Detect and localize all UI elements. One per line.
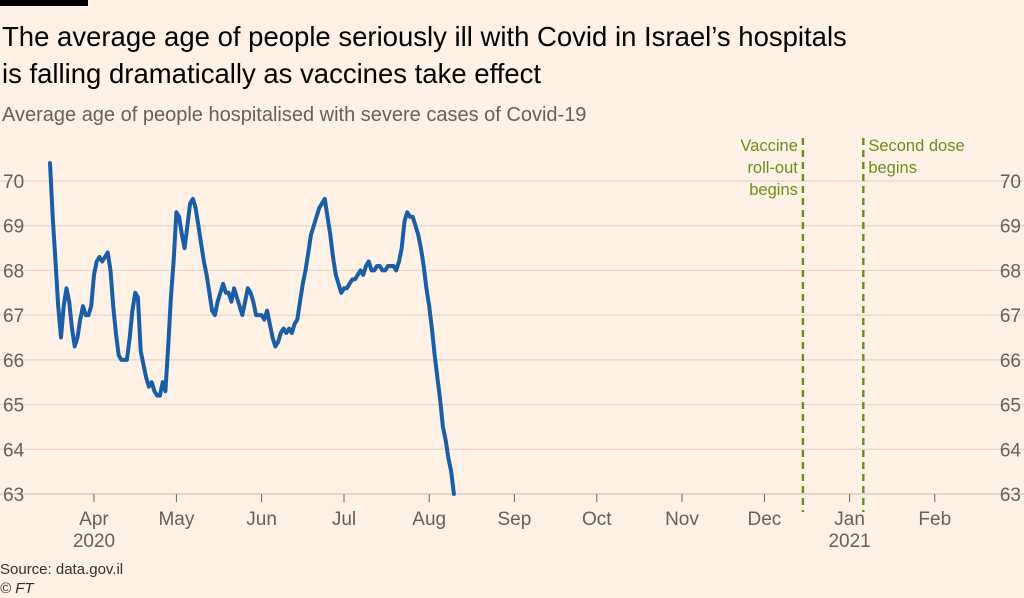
source-note: Source: data.gov.il <box>0 561 124 578</box>
x-tick-year-label: 2020 <box>73 531 115 552</box>
y-tick-label-right: 69 <box>1000 217 1021 238</box>
x-tick-label: Jun <box>246 509 277 530</box>
y-tick-label-left: 66 <box>3 351 24 372</box>
ft-brand-bar <box>0 0 88 6</box>
annotation-label: begins <box>868 159 917 177</box>
chart-title-line-1: The average age of people seriously ill … <box>2 21 847 52</box>
y-tick-label-right: 63 <box>1000 485 1021 506</box>
x-tick-label: Nov <box>665 509 699 530</box>
y-tick-label-right: 64 <box>1000 440 1022 461</box>
annotation-label: roll-out <box>747 159 798 177</box>
series-layer <box>48 161 456 496</box>
chart-title: The average age of people seriously ill … <box>2 18 1012 92</box>
y-tick-label-right: 67 <box>1000 306 1021 327</box>
y-tick-label-left: 70 <box>3 172 24 193</box>
x-tick-label: Jul <box>332 509 356 530</box>
y-tick-label-left: 64 <box>3 440 25 461</box>
series-line-average-age <box>48 161 456 496</box>
x-tick-label: Apr <box>79 509 109 530</box>
y-tick-label-left: 65 <box>3 396 24 417</box>
annotation-label: Vaccine <box>740 137 797 155</box>
x-tick-label: Oct <box>582 509 612 530</box>
x-tick-year-label: 2021 <box>828 531 870 552</box>
chart-subtitle: Average age of people hospitalised with … <box>2 104 587 126</box>
x-tick-label: Dec <box>748 509 782 530</box>
y-tick-label-left: 63 <box>3 485 24 506</box>
y-tick-label-left: 67 <box>3 306 24 327</box>
y-tick-label-right: 65 <box>1000 396 1021 417</box>
x-tick-label: May <box>158 509 194 530</box>
annotation-label: begins <box>749 181 798 199</box>
x-tick-label: Jan <box>834 509 865 530</box>
y-tick-label-left: 69 <box>3 217 24 238</box>
x-tick-label: Aug <box>412 509 446 530</box>
grid-layer <box>0 180 1024 495</box>
x-tick-label: Feb <box>918 509 951 530</box>
y-tick-label-right: 66 <box>1000 351 1021 372</box>
y-tick-label-right: 68 <box>1000 261 1021 282</box>
annotation-layer: Vaccine roll-out begins Second dose begins <box>740 137 965 512</box>
annotation-label: Second dose <box>868 137 964 155</box>
x-tick-label: Sep <box>497 509 531 530</box>
y-tick-label-left: 68 <box>3 261 24 282</box>
copyright-note: © FT <box>0 580 34 597</box>
chart-title-line-2: is falling dramatically as vaccines take… <box>2 58 542 89</box>
y-tick-label-right: 70 <box>1000 172 1021 193</box>
